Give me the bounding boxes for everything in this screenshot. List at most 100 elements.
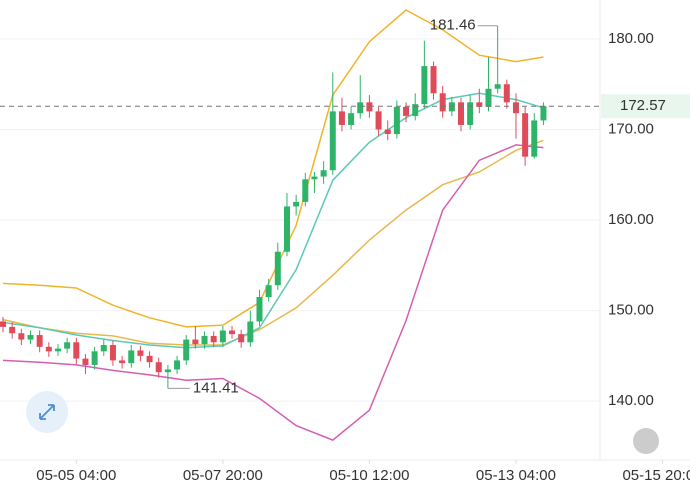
- y-tick-label: 150.00: [608, 302, 654, 319]
- candle-body: [503, 84, 510, 103]
- candle: [476, 88, 483, 114]
- candle: [18, 328, 25, 345]
- candle-body: [45, 346, 52, 352]
- candle-body: [384, 129, 391, 135]
- y-tick-label: 160.00: [608, 211, 654, 228]
- candle: [45, 342, 52, 357]
- candle: [73, 337, 80, 365]
- candle: [128, 345, 135, 368]
- candle-body: [201, 335, 208, 345]
- candle-body: [137, 350, 144, 356]
- candle: [27, 330, 34, 345]
- candle: [531, 113, 538, 159]
- candle: [338, 97, 345, 132]
- candle-body: [375, 111, 382, 130]
- min-annotation: 141.41: [193, 379, 239, 396]
- candle-body: [293, 201, 300, 207]
- candle: [54, 344, 61, 356]
- candle-body: [265, 285, 272, 298]
- candle-body: [393, 106, 400, 135]
- candle-body: [146, 355, 153, 363]
- candle: [155, 357, 162, 378]
- candle: [238, 329, 245, 348]
- candle: [494, 25, 501, 94]
- last-price-box: [601, 94, 690, 119]
- expand-icon: [39, 404, 55, 420]
- max-annotation: 181.46: [430, 17, 476, 34]
- candle-body: [302, 179, 309, 202]
- candle-body: [36, 335, 43, 347]
- candle-body: [27, 335, 34, 340]
- candle-body: [164, 369, 171, 373]
- labels: 140.00 150.00 160.00 170.00 180.00 05-05 04:0…: [36, 17, 690, 484]
- candle: [91, 346, 98, 370]
- candle-body: [210, 335, 217, 343]
- candle: [164, 364, 171, 389]
- candle-body: [476, 102, 483, 107]
- candle: [137, 345, 144, 362]
- candle: [357, 75, 364, 119]
- candle: [219, 325, 226, 347]
- indicator-line: [2, 92, 544, 349]
- candle: [283, 192, 290, 257]
- x-tick-label: 05-13 04:00: [476, 467, 556, 484]
- candle-body: [540, 106, 547, 121]
- candle: [375, 106, 382, 136]
- candle: [302, 172, 309, 207]
- plot: [0, 9, 600, 441]
- candle: [393, 100, 400, 139]
- candle-body: [366, 102, 373, 112]
- candle-body: [82, 358, 89, 365]
- candle: [146, 351, 153, 368]
- candle-body: [522, 113, 529, 157]
- candle: [256, 289, 263, 326]
- candle-body: [357, 102, 364, 114]
- candle: [403, 102, 410, 123]
- candle-body: [311, 176, 318, 180]
- x-tick-label: 05-10 12:00: [329, 467, 409, 484]
- candle-body: [256, 297, 263, 322]
- indicator-line: [2, 139, 544, 346]
- candle-body: [403, 106, 410, 116]
- candle-body: [64, 342, 71, 349]
- candle: [64, 337, 71, 354]
- candle-body: [448, 102, 455, 112]
- candle: [384, 120, 391, 141]
- y-tick-label: 140.00: [608, 392, 654, 409]
- candle: [412, 93, 419, 121]
- candle-body: [421, 66, 428, 105]
- candle-body: [439, 93, 446, 112]
- candle: [229, 325, 236, 339]
- candle-body: [283, 206, 290, 252]
- candle: [485, 57, 492, 112]
- candle: [100, 339, 107, 356]
- candle-body: [54, 348, 61, 352]
- candle-body: [494, 84, 501, 89]
- candle-body: [192, 339, 199, 345]
- expand-button[interactable]: [26, 391, 68, 433]
- candle-body: [183, 339, 190, 361]
- candle-body: [155, 362, 162, 373]
- candle: [320, 161, 327, 184]
- candle: [439, 86, 446, 118]
- candle: [430, 61, 437, 100]
- candle-body: [119, 360, 126, 364]
- k-icon: [633, 428, 659, 454]
- candle-body: [247, 321, 254, 343]
- candle: [183, 335, 190, 365]
- candle-body: [458, 102, 465, 125]
- candle-body: [348, 113, 355, 125]
- candle-body: [485, 88, 492, 107]
- candle: [348, 106, 355, 130]
- candle: [192, 325, 199, 349]
- candle: [311, 172, 318, 193]
- candle-body: [430, 66, 437, 94]
- candle-body: [109, 345, 116, 361]
- y-tick-label: 180.00: [608, 30, 654, 47]
- candle: [522, 106, 529, 166]
- candle: [109, 340, 116, 366]
- candle-body: [531, 120, 538, 157]
- candle: [421, 40, 428, 109]
- candle-body: [329, 111, 336, 171]
